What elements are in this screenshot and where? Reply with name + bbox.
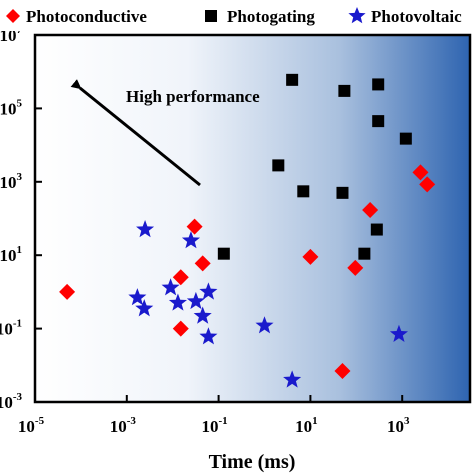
x-tick-label: 10-3	[110, 415, 137, 436]
x-axis-title: Time (ms)	[209, 451, 296, 473]
square-point-photogating-0	[286, 73, 299, 86]
legend-star-icon	[348, 7, 366, 24]
diamond-point-photoconductive-2	[194, 255, 211, 272]
diamond-point-photoconductive-1	[186, 218, 203, 235]
square-point-photogating-6	[297, 185, 310, 198]
diamond-point-photoconductive-0	[59, 283, 76, 300]
square-point-photogating-10	[217, 247, 230, 260]
star-point-photovoltaic-9	[199, 327, 218, 345]
legend-label-photovoltaic: Photovoltaic	[371, 7, 462, 26]
data-marks	[59, 73, 436, 388]
star-point-photovoltaic-12	[389, 324, 409, 342]
diamond-point-photoconductive-10	[419, 176, 436, 193]
diamond-point-photoconductive-9	[412, 164, 429, 181]
star-point-photovoltaic-4	[135, 299, 154, 317]
y-tick-label: 101	[0, 244, 22, 265]
x-tick-label: 103	[387, 415, 410, 436]
square-point-photogating-2	[338, 84, 351, 97]
star-point-photovoltaic-5	[168, 293, 187, 311]
square-point-photogating-7	[336, 186, 349, 199]
star-point-photovoltaic-6	[199, 282, 218, 300]
star-point-photovoltaic-0	[136, 220, 155, 238]
plot-frame	[33, 33, 472, 404]
x-tick-label: 10-5	[18, 415, 45, 436]
star-point-photovoltaic-10	[255, 316, 274, 334]
diamond-point-photoconductive-6	[347, 259, 364, 276]
y-tick-label: 10-3	[0, 391, 22, 412]
legend-label-photoconductive: Photoconductive	[26, 7, 147, 26]
y-tick-label: 10-1	[0, 318, 22, 339]
legend: Photoconductive Photogating Photovoltaic	[0, 0, 474, 31]
y-tick-label: 103	[0, 171, 23, 192]
high-performance-arrow	[70, 79, 201, 187]
y-tick-label: 105	[0, 97, 23, 118]
square-point-photogating-4	[399, 132, 412, 145]
star-point-photovoltaic-8	[193, 306, 212, 324]
diamond-point-photoconductive-8	[334, 362, 351, 379]
square-point-photogating-3	[372, 115, 385, 128]
diamond-point-photoconductive-5	[302, 248, 319, 265]
annotation-label: High performance	[126, 87, 260, 106]
star-point-photovoltaic-1	[181, 231, 201, 249]
star-point-photovoltaic-11	[283, 370, 302, 388]
diamond-point-photoconductive-3	[172, 269, 189, 286]
star-point-photovoltaic-3	[128, 288, 147, 306]
diamond-point-photoconductive-7	[362, 202, 379, 219]
x-tick-label: 101	[295, 415, 318, 436]
square-point-photogating-1	[372, 78, 385, 91]
x-axis: 10-5 10-3 10-1 101 103	[18, 395, 410, 436]
legend-diamond-icon	[6, 9, 20, 23]
square-point-photogating-9	[358, 247, 371, 260]
star-point-photovoltaic-7	[186, 291, 205, 310]
plot-area	[35, 35, 470, 402]
square-point-photogating-5	[272, 159, 285, 172]
diamond-point-photoconductive-4	[172, 320, 189, 337]
star-point-photovoltaic-2	[161, 278, 180, 296]
legend-square-icon	[205, 10, 217, 22]
x-tick-label: 10-1	[202, 415, 228, 436]
legend-label-photogating: Photogating	[227, 7, 315, 26]
square-point-photogating-8	[370, 223, 383, 236]
